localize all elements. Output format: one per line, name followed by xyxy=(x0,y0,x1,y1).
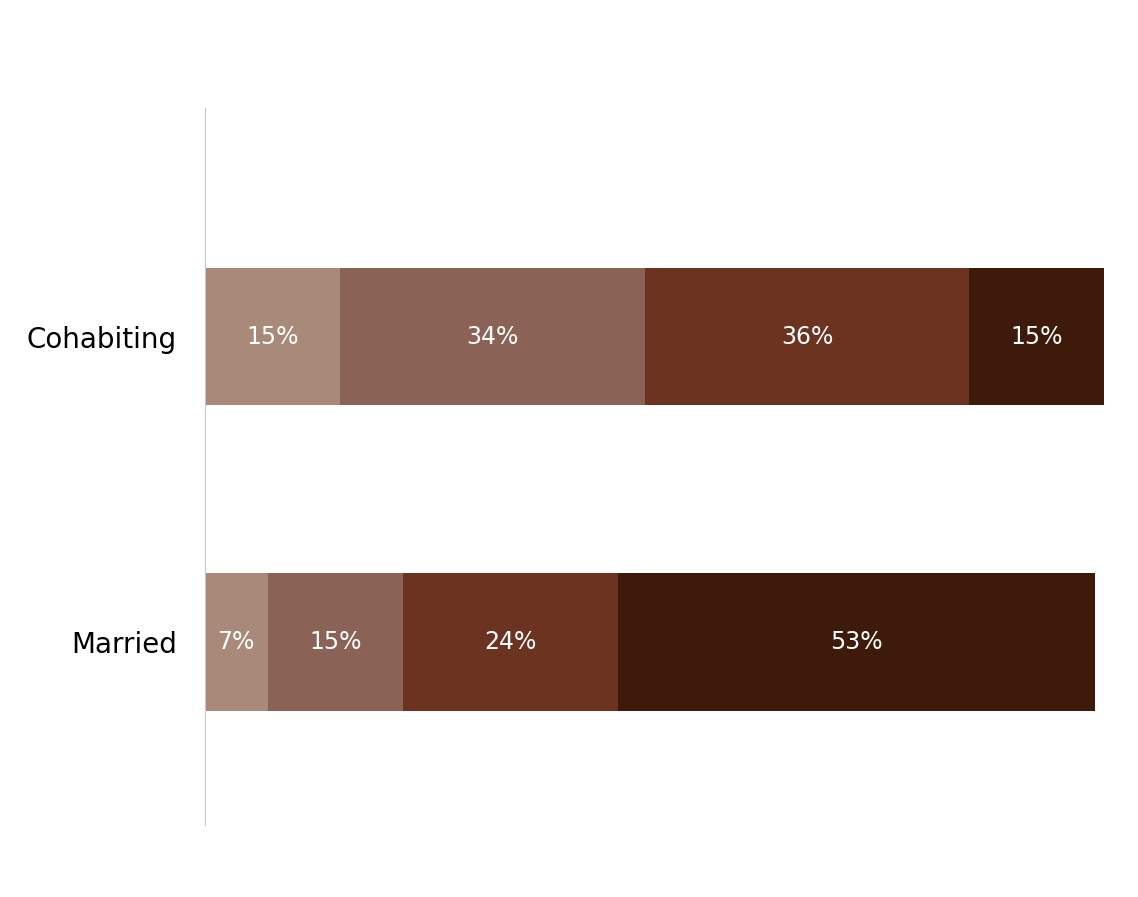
Bar xyxy=(339,268,645,405)
Text: 15%: 15% xyxy=(1011,325,1063,349)
Text: 53%: 53% xyxy=(831,630,883,654)
Bar xyxy=(205,573,267,710)
Bar xyxy=(618,573,1095,710)
Text: 15%: 15% xyxy=(308,630,362,654)
Text: 36%: 36% xyxy=(781,325,833,349)
Bar xyxy=(205,268,339,405)
Bar xyxy=(267,573,403,710)
Bar xyxy=(970,268,1104,405)
Text: 34%: 34% xyxy=(467,325,519,349)
Bar xyxy=(645,268,968,405)
Bar xyxy=(403,573,618,710)
Text: 24%: 24% xyxy=(485,630,537,654)
Text: 7%: 7% xyxy=(217,630,255,654)
Text: 15%: 15% xyxy=(246,325,298,349)
